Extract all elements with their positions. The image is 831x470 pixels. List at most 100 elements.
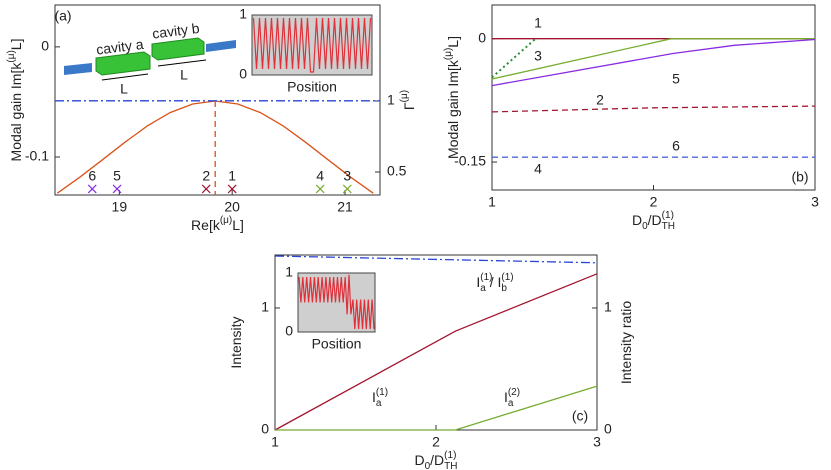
cavity-a-block: [95, 51, 151, 76]
x-tick-label: 21: [337, 199, 353, 215]
series-label-part: (1): [501, 272, 513, 283]
x-axis-label-part: D: [632, 212, 642, 228]
point-label: 1: [228, 168, 236, 184]
inset-profile: [252, 17, 372, 73]
series-label-part: b: [501, 283, 507, 294]
inset-tick-label: 0: [239, 66, 247, 82]
x-axis-label-part: /D: [648, 212, 662, 228]
y-tick-label: 0: [478, 29, 486, 45]
y-axis-label-part: Intensity: [228, 316, 244, 368]
point-marker: [87, 184, 97, 194]
y2-tick-label: 1: [387, 92, 395, 108]
x-axis-label-part: /D: [430, 452, 444, 468]
x-axis-label-part: 0: [642, 221, 648, 232]
point-label: 6: [88, 168, 96, 184]
series-line: [491, 38, 815, 80]
panel-label: (c): [572, 408, 588, 424]
series-line: [491, 38, 816, 87]
x-tick-label: 1: [488, 194, 496, 210]
y-tick-label: -0.1: [25, 148, 49, 164]
point-marker: [315, 184, 325, 194]
series-label-part: / I: [486, 274, 502, 290]
x-axis-label-part: L]: [232, 217, 244, 233]
y-axis-label-part: Modal gain Im[k: [8, 62, 24, 162]
series-label-part: (2): [508, 387, 520, 398]
series-line: [491, 105, 816, 113]
length-label: L: [180, 67, 188, 83]
y-tick-label: 1: [261, 299, 269, 315]
series-label-part: I: [372, 389, 376, 405]
panel-label: (b): [791, 169, 808, 185]
x-axis-label-part: (μ): [220, 215, 232, 226]
series-label: 5: [672, 71, 680, 87]
arrow-left: [64, 63, 92, 75]
x-axis-label: D0/D(1) TH: [632, 210, 675, 232]
y2-tick-label: 0.5: [387, 163, 407, 179]
series-label-part: a: [508, 398, 514, 409]
x-axis-label-part: Re[k: [191, 217, 221, 233]
series-label-part: I: [476, 274, 480, 290]
x-tick-label: 3: [811, 194, 819, 210]
length-arrow-a: [101, 73, 149, 81]
x-axis-label-part: (1): [662, 210, 674, 221]
x-tick-label: 2: [650, 194, 658, 210]
inset-profile: [298, 274, 375, 330]
y-axis-label: Intensity: [228, 316, 244, 368]
x-tick-label: 3: [593, 434, 601, 450]
series-label: I(2) a: [504, 387, 520, 409]
y2-axis-label-part: Intensity ratio: [618, 301, 634, 384]
point-label: 3: [343, 168, 351, 184]
y-axis-label-part: (μ): [443, 48, 454, 60]
y-axis-label-part: (μ): [6, 50, 17, 62]
series-line: [274, 255, 598, 264]
arrow-right: [206, 40, 236, 52]
point-marker: [342, 184, 352, 194]
point-marker: [201, 184, 211, 194]
y-axis-label: Modal gain Im[k(μ)L]: [6, 39, 24, 162]
x-tick-label: 1: [271, 434, 279, 450]
cavity-b-label: cavity b: [151, 20, 200, 42]
series-label-part: (1): [480, 272, 492, 283]
y-axis-label-part: L]: [445, 36, 461, 48]
inset-tick-label: 0: [285, 323, 293, 339]
series-label-part: a: [480, 283, 486, 294]
series-label-part: (1): [376, 387, 388, 398]
series-label: 1: [534, 15, 542, 31]
panel-label: (a): [54, 8, 71, 24]
y-tick-label: 0: [261, 421, 269, 437]
y2-axis-label: Intensity ratio: [618, 301, 634, 384]
y2-axis-label-part: (μ): [399, 90, 410, 102]
x-tick-label: 19: [112, 199, 128, 215]
inset-tick-label: 1: [285, 264, 293, 280]
x-axis-label-part: 0: [425, 461, 431, 470]
point-label: 4: [316, 168, 324, 184]
y-tick-label: -0.15: [454, 153, 486, 169]
x-axis-label-part: (1): [444, 450, 456, 461]
y-axis-label-part: L]: [8, 39, 24, 51]
inset-xlabel: Position: [287, 79, 337, 95]
series-label: 2: [596, 92, 604, 108]
y2-tick-label: 1: [604, 299, 612, 315]
y2-tick-label: 0: [604, 421, 612, 437]
x-axis-label-part: TH: [444, 461, 457, 470]
inset-xlabel: Position: [312, 336, 362, 352]
length-arrow-b: [157, 59, 207, 67]
series-line: [275, 385, 598, 431]
series-label: 3: [534, 48, 542, 64]
series-label-part: I: [504, 389, 508, 405]
x-axis-label: Re[k(μ)L]: [191, 215, 244, 233]
series-line: [274, 273, 598, 431]
series-label: 4: [534, 161, 542, 177]
point-marker: [112, 184, 122, 194]
series-line: [491, 37, 537, 79]
point-label: 2: [202, 168, 210, 184]
series-label: I(1) a: [372, 387, 388, 409]
y2-axis-label: Γ(μ): [399, 90, 417, 110]
point-label: 5: [113, 168, 121, 184]
length-label: L: [120, 81, 128, 97]
x-axis-label-part: D: [414, 452, 424, 468]
y-axis-label: Modal gain Im[k(μ)L]: [443, 36, 461, 159]
x-tick-label: 20: [224, 199, 240, 215]
series-label-part: a: [376, 398, 382, 409]
